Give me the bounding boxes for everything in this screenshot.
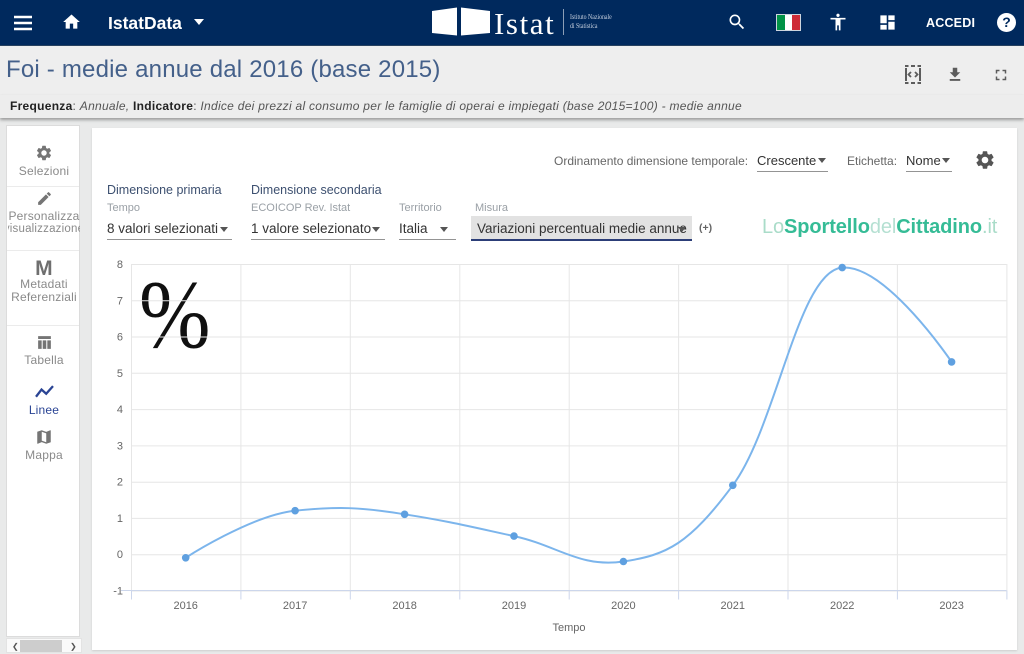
svg-text:2: 2 <box>117 477 123 489</box>
svg-text:Tempo: Tempo <box>552 622 585 634</box>
svg-text:2019: 2019 <box>502 600 526 612</box>
svg-text:2021: 2021 <box>721 600 745 612</box>
svg-text:6: 6 <box>117 332 123 344</box>
svg-text:7: 7 <box>117 295 123 307</box>
svg-text:4: 4 <box>117 404 123 416</box>
svg-text:1: 1 <box>117 513 123 525</box>
svg-text:2018: 2018 <box>392 600 416 612</box>
svg-text:0: 0 <box>117 549 123 561</box>
svg-text:2022: 2022 <box>830 600 854 612</box>
svg-text:8: 8 <box>117 259 123 271</box>
svg-text:2023: 2023 <box>939 600 963 612</box>
svg-text:3: 3 <box>117 440 123 452</box>
svg-text:5: 5 <box>117 368 123 380</box>
svg-text:2017: 2017 <box>283 600 307 612</box>
svg-text:2016: 2016 <box>173 600 197 612</box>
svg-text:2020: 2020 <box>611 600 635 612</box>
svg-text:-1: -1 <box>113 586 123 598</box>
